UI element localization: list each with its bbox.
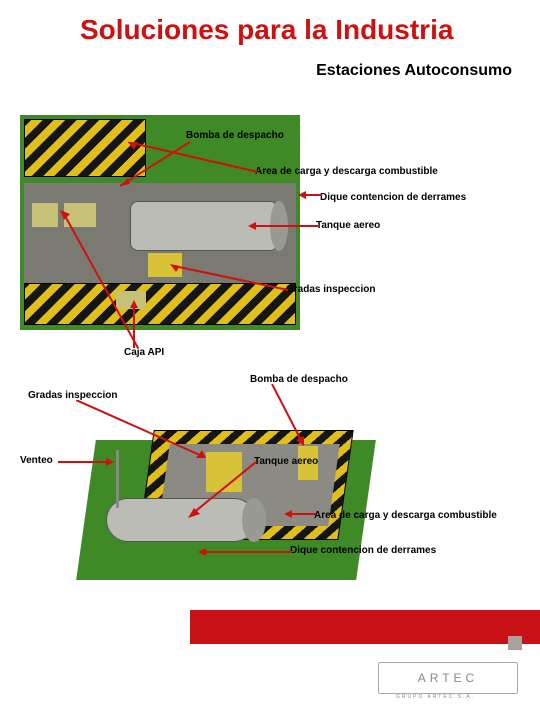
logo-subtext: GRUPO ARTEC S.A. xyxy=(396,694,475,700)
arrow-icon xyxy=(76,400,206,460)
label-gradas: Gradas inspeccion xyxy=(286,284,375,295)
label-area-carga: Area de carga y descarga combustible xyxy=(255,166,438,177)
label-dique: Dique contencion de derrames xyxy=(320,192,466,203)
arrow-icon xyxy=(128,142,258,174)
arrow-icon xyxy=(248,222,318,230)
page-title: Soluciones para la Industria xyxy=(80,14,453,46)
page-subtitle: Estaciones Autoconsumo xyxy=(316,62,512,80)
label-dique-2: Dique contencion de derrames xyxy=(290,545,436,556)
arrow-icon xyxy=(198,548,292,556)
label-tanque: Tanque aereo xyxy=(316,220,380,231)
arrow-icon xyxy=(60,210,140,350)
arrow-icon xyxy=(284,510,316,518)
footer-band xyxy=(190,610,540,644)
logo: ARTEC xyxy=(378,662,518,694)
label-area-2: Area de carga y descarga combustible xyxy=(314,510,497,521)
footer-decor xyxy=(508,636,522,650)
arrow-icon xyxy=(58,458,114,466)
arrow-icon xyxy=(298,190,322,200)
arrow-icon xyxy=(170,264,288,292)
arrow-icon xyxy=(266,384,306,446)
label-bomba-despacho: Bomba de despacho xyxy=(186,130,284,141)
arrow-icon xyxy=(188,460,256,518)
label-tanque-2: Tanque aereo xyxy=(254,456,318,467)
label-venteo: Venteo xyxy=(20,455,53,466)
